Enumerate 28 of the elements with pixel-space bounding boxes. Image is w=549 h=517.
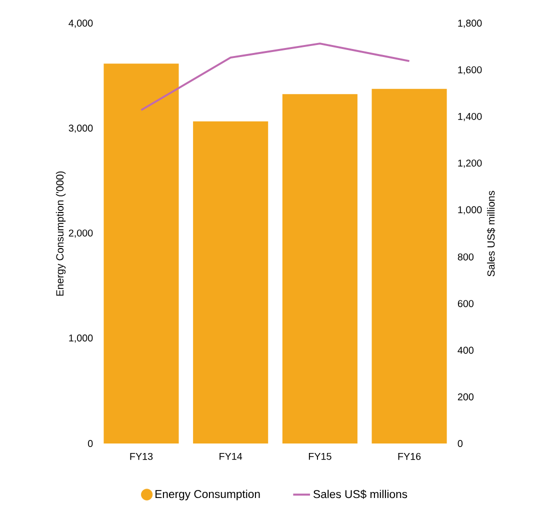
bar (282, 94, 358, 444)
legend-label: Sales US$ millions (313, 490, 408, 499)
y-tick-label: 3,000 (68, 124, 93, 133)
x-tick-label: FY15 (308, 453, 332, 460)
y2-tick-label: 1,600 (458, 66, 482, 75)
y2-tick-label: 1,000 (458, 206, 482, 215)
y-tick-label: 0 (88, 440, 93, 448)
y2-tick-label: 1,200 (458, 160, 482, 168)
bar (372, 88, 447, 444)
x-tick-label: FY13 (130, 453, 153, 460)
y2-tick-label: 400 (458, 346, 474, 354)
y-tick-label: 2,000 (68, 230, 93, 238)
bar (193, 121, 268, 444)
y2-tick-label: 600 (458, 300, 474, 308)
x-tick-label: FY16 (398, 453, 421, 460)
y-tick-label: 1,000 (69, 334, 93, 343)
y2-tick-label: 200 (458, 394, 474, 400)
line-series (140, 42, 410, 112)
y2-tick-label: 800 (458, 254, 474, 261)
y-axis-title: Energy Consumption ('000) (56, 172, 66, 296)
y2-tick-label: 0 (458, 440, 463, 448)
y2-tick-label: 1,400 (458, 113, 482, 122)
y2-tick-label: 1,800 (458, 20, 482, 28)
x-tick-label: FY14 (220, 453, 242, 460)
bar (104, 64, 179, 444)
y-tick-label: 4,000 (68, 20, 93, 28)
y2-axis-title: Sales US$ millions (486, 190, 496, 276)
legend-label: Energy Consumption (156, 490, 260, 500)
